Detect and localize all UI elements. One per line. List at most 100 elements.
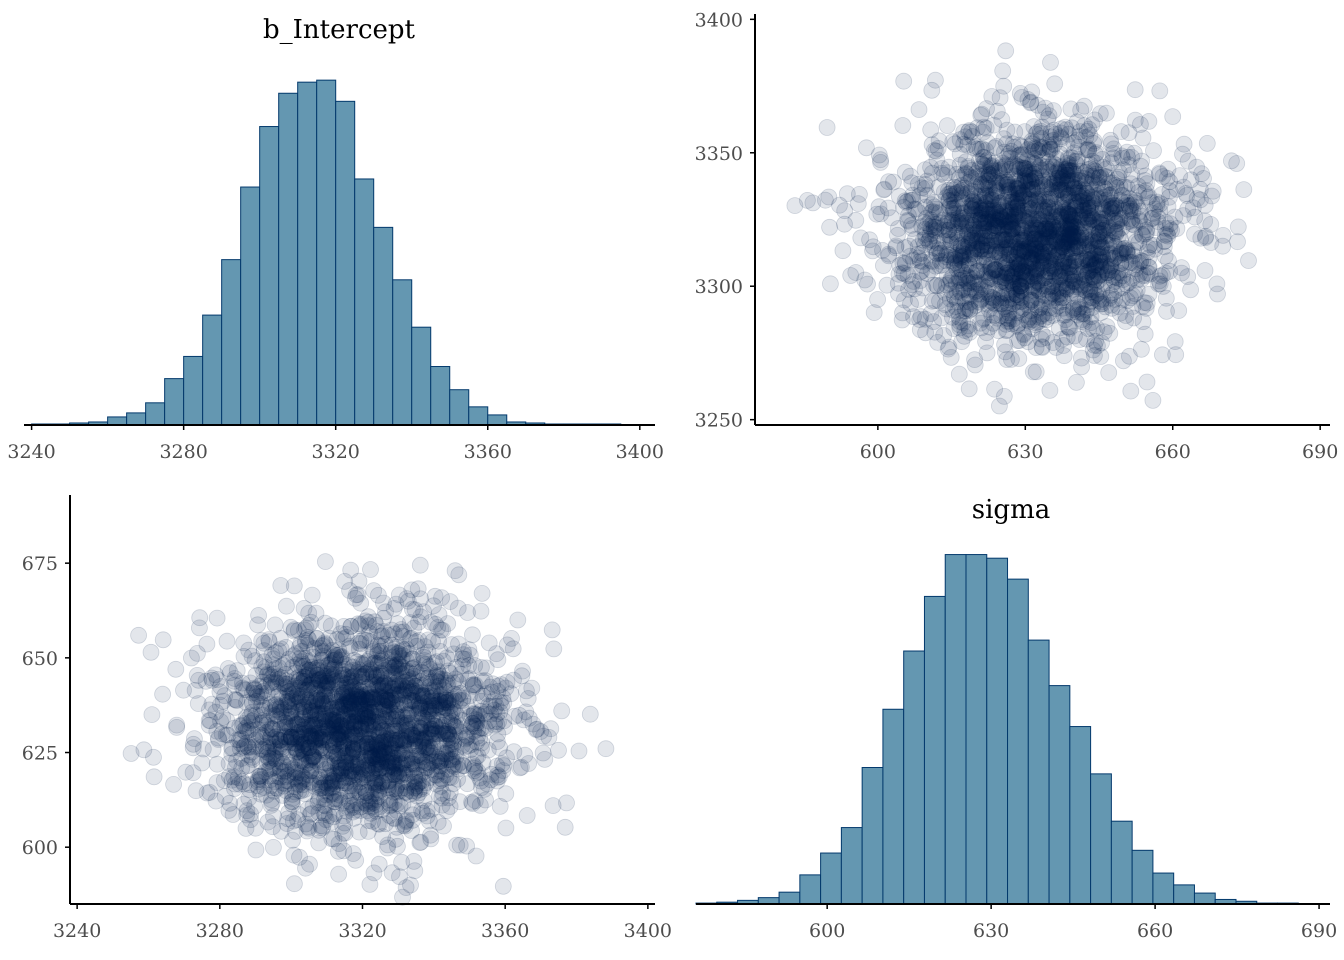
scatter-point	[951, 247, 969, 265]
scatter-point	[1042, 188, 1059, 206]
scatter-point	[957, 300, 975, 318]
scatter-point	[1113, 244, 1130, 262]
scatter-point	[1039, 230, 1057, 248]
scatter-point	[959, 224, 976, 241]
scatter-point	[1003, 231, 1021, 249]
scatter-point	[284, 812, 302, 830]
scatter-point	[980, 294, 998, 311]
scatter-point	[1079, 251, 1097, 269]
scatter-point	[1111, 211, 1128, 228]
scatter-point	[1055, 293, 1072, 311]
scatter-point	[1120, 189, 1138, 207]
scatter-point	[988, 214, 1005, 232]
scatter-point	[1063, 246, 1081, 264]
scatter-point	[1096, 184, 1113, 201]
scatter-point	[958, 267, 975, 284]
scatter-point	[1029, 289, 1047, 307]
scatter-point	[976, 191, 994, 209]
scatter-point	[1117, 313, 1134, 330]
scatter-point	[910, 101, 928, 118]
scatter-point	[917, 229, 935, 247]
scatter-point	[1023, 291, 1040, 309]
scatter-point	[940, 200, 958, 218]
scatter-point	[1002, 217, 1020, 235]
scatter-point	[1065, 178, 1083, 196]
scatter-point	[1016, 173, 1033, 191]
scatter-point	[958, 272, 976, 290]
scatter-point	[1042, 237, 1060, 255]
scatter-point	[989, 211, 1007, 229]
scatter-point	[461, 707, 479, 725]
scatter-point	[1138, 175, 1156, 193]
scatter-point	[319, 694, 337, 712]
histogram-bar	[965, 554, 988, 905]
scatter-point	[1077, 291, 1094, 309]
scatter-point	[936, 232, 953, 250]
scatter-point	[992, 207, 1010, 225]
scatter-point	[1040, 304, 1058, 322]
scatter-point	[1003, 350, 1020, 368]
scatter-point	[300, 739, 318, 756]
scatter-point	[1032, 125, 1050, 143]
scatter-point	[922, 203, 940, 221]
scatter-point	[344, 845, 362, 862]
scatter-point	[1114, 271, 1132, 289]
scatter-point	[1069, 306, 1087, 324]
scatter-point	[926, 198, 943, 216]
scatter-point	[858, 139, 875, 157]
scatter-point	[1085, 169, 1102, 187]
scatter-point	[1089, 245, 1107, 263]
scatter-point	[330, 865, 348, 883]
scatter-point	[1114, 194, 1131, 212]
scatter-point	[1041, 263, 1058, 281]
scatter-point	[1085, 161, 1103, 179]
scatter-point	[497, 679, 515, 697]
scatter-point	[998, 255, 1016, 272]
scatter-point	[1001, 222, 1019, 240]
scatter-point	[1097, 192, 1115, 209]
histogram-bar	[126, 412, 147, 426]
scatter-point	[1054, 199, 1071, 217]
scatter-point	[1029, 96, 1046, 114]
scatter-point	[989, 182, 1006, 200]
scatter-point	[1056, 188, 1074, 206]
scatter-point	[1076, 314, 1093, 331]
scatter-point	[859, 275, 876, 293]
scatter-point	[981, 206, 999, 224]
scatter-point	[1057, 185, 1075, 203]
scatter-point	[1100, 364, 1118, 382]
scatter-point	[1204, 182, 1222, 200]
scatter-point	[1028, 272, 1046, 290]
scatter-point	[1010, 242, 1027, 260]
scatter-point	[1103, 261, 1120, 279]
scatter-point	[1058, 328, 1076, 346]
scatter-point	[1019, 180, 1036, 198]
scatter-point	[1024, 242, 1042, 260]
scatter-point	[1004, 259, 1021, 277]
scatter-point	[332, 762, 350, 779]
scatter-point	[1107, 176, 1124, 194]
scatter-point	[168, 716, 186, 734]
scatter-point	[869, 291, 886, 308]
scatter-point	[1015, 326, 1032, 344]
scatter-point	[1014, 184, 1032, 202]
scatter-point	[975, 236, 993, 254]
scatter-point	[1073, 265, 1091, 283]
scatter-point	[1019, 333, 1037, 351]
scatter-point	[1094, 210, 1112, 228]
scatter-point	[394, 708, 412, 726]
scatter-point	[1027, 260, 1045, 277]
scatter-point	[597, 740, 615, 758]
scatter-point	[998, 202, 1016, 220]
scatter-point	[1107, 225, 1125, 243]
scatter-point	[1027, 363, 1045, 381]
scatter-point	[981, 258, 999, 276]
scatter-point	[1021, 166, 1039, 184]
scatter-point	[1121, 210, 1139, 228]
scatter-point	[942, 235, 960, 253]
scatter-point	[361, 650, 379, 668]
scatter-point	[1068, 248, 1086, 266]
scatter-point	[1084, 289, 1101, 307]
scatter-point	[1008, 198, 1025, 216]
scatter-point	[939, 340, 957, 358]
